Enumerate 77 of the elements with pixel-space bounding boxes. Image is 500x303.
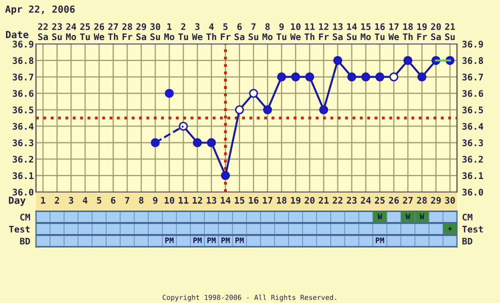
x-tick-label: 19 Fr <box>417 23 427 40</box>
x-tick-label: 25 <box>374 196 385 204</box>
x-tick-label: 17 <box>262 196 272 204</box>
x-axis-title: Date <box>6 30 28 38</box>
x-tick-label: 20 Sa <box>431 23 441 40</box>
x-tick-label: 17 We <box>388 23 399 40</box>
x-tick-label: 11 <box>178 196 188 204</box>
x-tick-label: 12 <box>192 196 202 204</box>
x-tick-label: 13 <box>206 196 216 204</box>
point <box>164 88 174 98</box>
x-tick-label: 1 Mo <box>164 23 174 40</box>
x-tick-label: 19 <box>291 196 300 204</box>
x-tick-label: 26 We <box>94 23 104 40</box>
y-tick-label: 36.2 <box>12 156 34 163</box>
y-tick-label: CM <box>462 214 472 221</box>
x-tick-label: 6 Sa <box>234 23 244 40</box>
x-tick-label: 29 Sa <box>136 23 146 40</box>
x-tick-label: 18 Th <box>402 23 413 40</box>
x-tick-label: 23 <box>346 196 357 204</box>
x-tick-label: 3 <box>68 196 74 204</box>
x-tick-label: 27 Th <box>108 23 118 40</box>
x-tick-label: 7 Su <box>248 23 258 40</box>
x-tick-label: 8 <box>139 196 144 204</box>
x-tick-label: 13 Sa <box>332 23 343 40</box>
x-tick-label: 15 Mo <box>360 23 371 40</box>
x-tick-label: 28 <box>416 196 427 204</box>
x-tick-label: 6 <box>111 196 116 204</box>
x-tick-label: 12 Fr <box>319 23 329 40</box>
y-tick-label: 36.0 <box>12 188 34 196</box>
x-tick-label: 9 <box>153 196 158 204</box>
x-tick-label: 22 Sa <box>38 23 48 40</box>
x-tick-label: 4 Th <box>206 23 216 40</box>
x-tick-label: 26 <box>388 196 399 204</box>
y-tick-label: 36.3 <box>12 139 34 146</box>
y-tick-label: Test <box>462 226 483 233</box>
x-tick-label: 14 <box>220 196 230 204</box>
x-tick-label: 21 <box>318 196 329 204</box>
x-tick-label: 10 <box>164 196 174 204</box>
x-tick-label: 25 Tu <box>80 23 90 40</box>
chart-title: Apr 22, 2006 <box>5 5 75 15</box>
x-tick-label: 15 <box>234 196 244 204</box>
x-tick-label: 4 <box>82 196 88 204</box>
x-tick-label: 21 Su <box>445 23 455 40</box>
x-tick-label: 16 <box>248 196 258 204</box>
x-tick-label: 23 Su <box>52 23 62 40</box>
x-axis-title: Day <box>8 196 26 206</box>
x-tick-label: 8 Mo <box>262 23 273 40</box>
x-tick-label: 2 <box>54 196 60 204</box>
y-tick-label: 36.8 <box>12 57 34 64</box>
x-tick-label: 22 <box>332 196 342 204</box>
x-tick-label: 11 Th <box>304 23 315 40</box>
x-tick-label: 3 We <box>192 23 202 40</box>
x-tick-label: 7 <box>125 196 130 204</box>
x-tick-label: 9 Tu <box>276 23 286 40</box>
x-tick-label: 24 <box>360 196 371 204</box>
y-tick-label: 36.1 <box>12 172 34 180</box>
y-tick-label: 36.9 <box>12 40 34 48</box>
x-tick-label: 30 Su <box>150 23 160 40</box>
x-tick-label: 2 Tu <box>178 23 188 40</box>
x-tick-label: 18 <box>276 196 286 204</box>
x-tick-label: 16 Tu <box>374 23 385 40</box>
x-tick-label: 28 Fr <box>122 23 132 40</box>
y-tick-label: 36.5 <box>12 106 34 114</box>
y-tick-label: 36.4 <box>12 122 34 130</box>
x-tick-label: 10 We <box>290 23 301 40</box>
x-tick-label: 5 Fr <box>220 23 231 40</box>
x-tick-label: 20 <box>304 196 315 204</box>
x-tick-label: 29 <box>431 196 441 204</box>
x-tick-label: 5 <box>97 196 102 204</box>
x-tick-label: 14 Su <box>346 23 357 40</box>
x-tick-label: 30 <box>445 196 455 204</box>
x-tick-label: 1 <box>41 196 46 204</box>
y-tick-label: 36.6 <box>12 90 34 97</box>
x-tick-label: 24 Mo <box>66 23 76 40</box>
x-tick-label: 27 <box>402 196 413 204</box>
y-tick-label: BD <box>462 238 472 244</box>
y-tick-label: 36.7 <box>12 74 34 80</box>
